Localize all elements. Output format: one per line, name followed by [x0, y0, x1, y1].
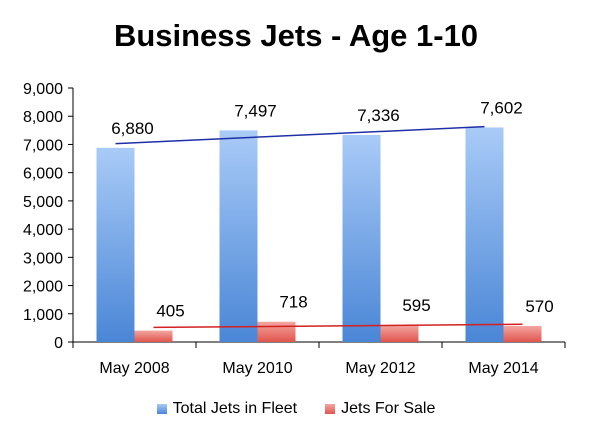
y-tick-label: 5,000 — [23, 194, 63, 211]
bar-total-jets-in-fleet-may-2014 — [465, 127, 504, 342]
y-tick-label: 1,000 — [23, 307, 63, 324]
trendline-jets-for-sale — [153, 323, 523, 329]
bar-jets-for-sale-may-2008 — [134, 330, 173, 342]
bar-jets-for-sale-may-2010 — [257, 321, 296, 342]
bars — [96, 127, 542, 342]
bar-total-jets-in-fleet-may-2008 — [96, 147, 135, 342]
data-label-jets-for-sale: 570 — [525, 297, 553, 316]
bar-total-jets-in-fleet-may-2010 — [219, 130, 258, 342]
x-tick-label: May 2010 — [222, 360, 292, 377]
data-label-jets-for-sale: 595 — [402, 296, 430, 315]
bar-total-jets-in-fleet-may-2012 — [342, 134, 381, 342]
y-tick-label: 4,000 — [23, 222, 63, 239]
data-label-total-jets-in-fleet: 6,880 — [111, 119, 154, 138]
y-tick-label: 8,000 — [23, 109, 63, 126]
y-tick-label: 2,000 — [23, 279, 63, 296]
y-tick-label: 6,000 — [23, 166, 63, 183]
legend-item-for-sale: Jets For Sale — [325, 400, 435, 418]
bar-jets-for-sale-may-2014 — [503, 325, 542, 342]
trendline-total-jets-in-fleet — [115, 125, 485, 145]
legend-label-total: Total Jets in Fleet — [172, 400, 298, 417]
data-label-total-jets-in-fleet: 7,497 — [234, 101, 277, 120]
trendlines — [115, 125, 523, 329]
y-tick-label: 7,000 — [23, 137, 63, 154]
x-tick-label: May 2008 — [99, 360, 169, 377]
y-tick-label: 0 — [54, 335, 63, 352]
x-tick-label: May 2012 — [345, 360, 415, 377]
data-label-total-jets-in-fleet: 7,602 — [480, 98, 523, 117]
data-label-total-jets-in-fleet: 7,336 — [357, 106, 400, 125]
y-tick-label: 3,000 — [23, 250, 63, 267]
legend-label-for-sale: Jets For Sale — [341, 400, 436, 417]
x-tick-label: May 2014 — [468, 360, 538, 377]
legend-swatch-total — [156, 404, 167, 414]
data-labels: 6,880 7,497 7,336 7,602 405 718 595 570 — [111, 98, 553, 320]
data-label-jets-for-sale: 405 — [156, 302, 184, 321]
bar-jets-for-sale-may-2012 — [380, 325, 419, 342]
legend-item-total: Total Jets in Fleet — [156, 400, 298, 418]
legend: Total Jets in Fleet Jets For Sale — [0, 400, 592, 418]
chart-title: Business Jets - Age 1-10 — [113, 18, 479, 53]
axes: 0 1,000 2,000 3,000 4,000 5,000 6,000 7,000 8,00… — [23, 81, 566, 377]
y-tick-label: 9,000 — [23, 81, 63, 98]
data-label-jets-for-sale: 718 — [279, 293, 307, 312]
legend-swatch-for-sale — [325, 404, 336, 414]
